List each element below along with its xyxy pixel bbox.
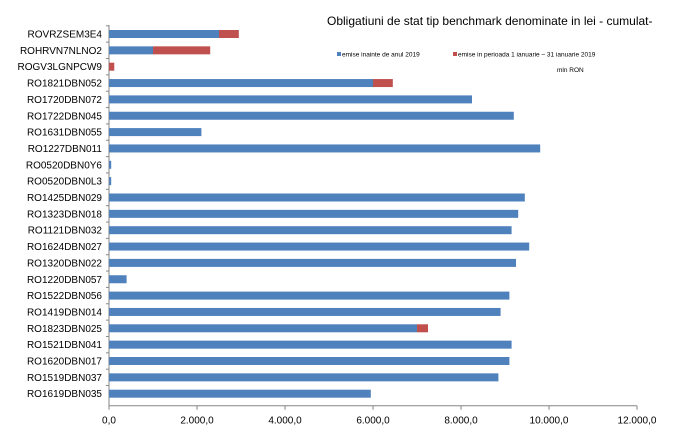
bar-series-1 [109, 324, 417, 333]
x-tick-label: 8.000,0 [444, 416, 478, 426]
category-label: RO1823DBN025 [27, 324, 102, 335]
legend-swatch-series-1 [337, 52, 341, 56]
bar-series-1 [109, 307, 501, 316]
bar-series-2 [373, 79, 393, 88]
category-label: ROGV3LGNPCW9 [18, 62, 103, 73]
bar-series-1 [109, 111, 514, 120]
category-label: RO1624DBN027 [27, 242, 102, 253]
bar-series-1 [109, 340, 512, 349]
category-label: RO1519DBN037 [27, 373, 102, 384]
category-label: RO1121DBN032 [28, 226, 103, 237]
legend-label-series-1: emise inainte de anul 2019 [342, 52, 420, 59]
category-label: RO1821DBN052 [27, 79, 102, 90]
category-label: RO1631DBN055 [27, 128, 102, 139]
x-tick-label: 0,0 [102, 416, 116, 426]
bar-series-1 [109, 46, 153, 55]
category-label: ROVRZSEM3E4 [28, 30, 103, 41]
category-label: RO0520DBN0Y6 [26, 160, 103, 171]
bar-series-1 [109, 177, 112, 186]
bar-series-1 [109, 226, 512, 235]
bar-series-2 [109, 62, 115, 71]
category-label: RO1425DBN029 [27, 193, 102, 204]
bar-series-2 [219, 30, 239, 38]
bar-series-2 [153, 46, 211, 55]
category-label: RO1522DBN056 [27, 291, 102, 302]
bar-series-1 [109, 291, 510, 300]
x-tick-label: 6.000,0 [356, 416, 390, 426]
bar-series-1 [109, 95, 472, 104]
bar-series-1 [109, 30, 219, 38]
x-tick-label: 4.000,0 [268, 416, 302, 426]
chart-title: Obligatiuni de stat tip benchmark denomi… [327, 14, 653, 28]
category-label: RO1521DBN041 [27, 340, 102, 351]
category-label: RO1323DBN018 [27, 209, 102, 220]
bar-series-2 [417, 324, 428, 333]
bar-series-1 [109, 79, 373, 88]
x-tick-label: 10.000,0 [530, 416, 569, 426]
x-tick-label: 2.000,0 [180, 416, 214, 426]
legend-swatch-series-2 [453, 52, 457, 56]
bar-series-1 [109, 357, 510, 365]
bar-series-1 [109, 373, 499, 382]
category-label: RO1220DBN057 [27, 275, 102, 286]
bar-series-1 [109, 389, 371, 398]
category-label: RO1722DBN045 [27, 111, 102, 122]
legend-label-series-2: emise in perioada 1 ianuarie – 31 ianuar… [458, 52, 596, 59]
x-tick-label: 12.000,0 [618, 416, 657, 426]
bar-series-1 [109, 258, 516, 267]
bar-series-1 [109, 193, 525, 202]
plot-area: ROVRZSEM3E4 ROHRVN7NLNO2 ROGV3LGNPCW9 RO182… [18, 25, 657, 427]
category-label: RO0520DBN0L3 [27, 177, 102, 188]
category-label: RO1620DBN017 [27, 357, 102, 368]
bar-series-1 [109, 128, 202, 137]
category-label: RO1227DBN011 [28, 144, 103, 155]
category-label: RO1419DBN014 [27, 307, 102, 318]
bar-series-1 [109, 275, 127, 284]
category-label: RO1720DBN072 [27, 95, 102, 106]
unit-label: mln RON [557, 67, 584, 74]
category-label: RO1320DBN022 [27, 258, 102, 269]
bar-series-1 [109, 209, 519, 218]
bar-series-1 [109, 242, 530, 251]
bar-series-1 [109, 160, 112, 169]
bar-series-1 [109, 144, 541, 153]
legend: emise inainte de anul 2019 emise in peri… [337, 52, 596, 74]
category-label: ROHRVN7NLNO2 [20, 46, 102, 57]
category-label: RO1619DBN035 [27, 389, 102, 400]
